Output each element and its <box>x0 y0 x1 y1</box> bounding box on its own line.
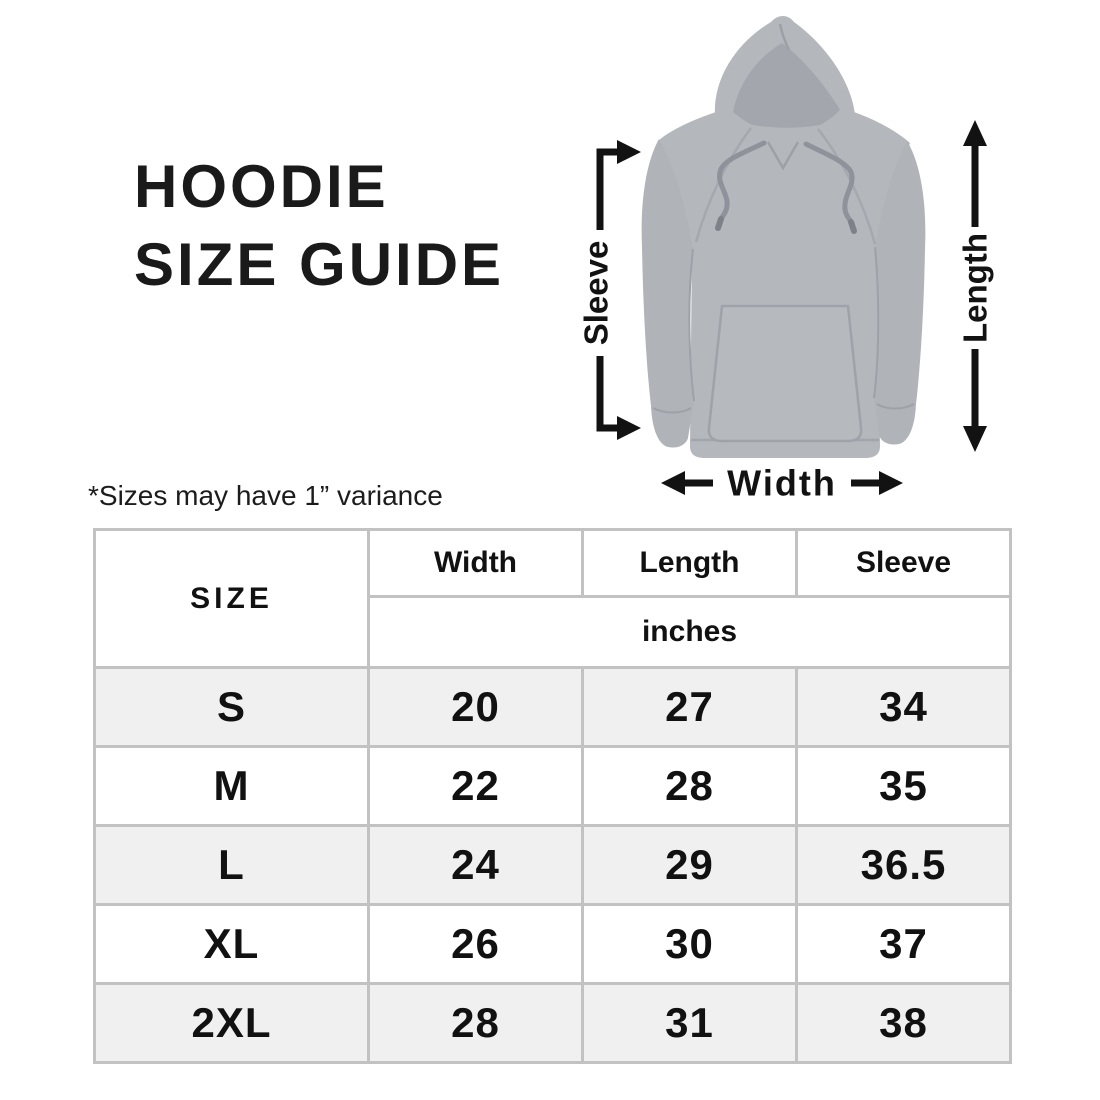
width-cell: 20 <box>367 666 584 748</box>
page-title: HOODIE SIZE GUIDE <box>134 148 504 304</box>
table-row-2xl: 2XL 28 31 38 <box>93 982 1012 1064</box>
width-label: Width <box>727 463 837 504</box>
length-cell: 28 <box>581 745 798 827</box>
length-cell: 29 <box>581 824 798 906</box>
sleeve-cell: 34 <box>795 666 1012 748</box>
variance-note: *Sizes may have 1” variance <box>88 480 443 511</box>
width-cell: 28 <box>367 982 584 1064</box>
size-table: SIZE Width Length Sleeve inches S 20 27 … <box>93 528 1012 1064</box>
sleeve-cell: 38 <box>795 982 1012 1064</box>
length-cell: 30 <box>581 903 798 985</box>
hoodie-measurement-diagram: Sleeve Length Width <box>578 16 994 504</box>
length-cell: 31 <box>581 982 798 1064</box>
length-column-header: Length <box>581 528 798 598</box>
sleeve-cell: 35 <box>795 745 1012 827</box>
size-cell: M <box>93 745 370 827</box>
width-cell: 22 <box>367 745 584 827</box>
sleeve-column-header: Sleeve <box>795 528 1012 598</box>
width-cell: 24 <box>367 824 584 906</box>
page-title-line2: SIZE GUIDE <box>134 231 505 298</box>
sleeve-cell: 36.5 <box>795 824 1012 906</box>
table-row-xl: XL 26 30 37 <box>93 903 1012 985</box>
sleeve-label: Sleeve <box>578 241 615 346</box>
unit-header: inches <box>367 595 1012 669</box>
width-cell: 26 <box>367 903 584 985</box>
length-label: Length <box>957 233 994 343</box>
hoodie-illustration <box>641 16 926 458</box>
length-arrow-icon <box>963 120 987 452</box>
table-row-s: S 20 27 34 <box>93 666 1012 748</box>
table-row-l: L 24 29 36.5 <box>93 824 1012 906</box>
sleeve-cell: 37 <box>795 903 1012 985</box>
width-column-header: Width <box>367 528 584 598</box>
size-column-header: SIZE <box>93 528 370 669</box>
table-row-m: M 22 28 35 <box>93 745 1012 827</box>
sleeve-arrow-icon <box>596 140 641 440</box>
size-cell: L <box>93 824 370 906</box>
size-cell: S <box>93 666 370 748</box>
size-cell: XL <box>93 903 370 985</box>
width-arrow-right-icon <box>851 471 903 495</box>
page-title-line1: HOODIE <box>134 153 389 220</box>
size-cell: 2XL <box>93 982 370 1064</box>
length-cell: 27 <box>581 666 798 748</box>
width-arrow-left-icon <box>661 471 713 495</box>
